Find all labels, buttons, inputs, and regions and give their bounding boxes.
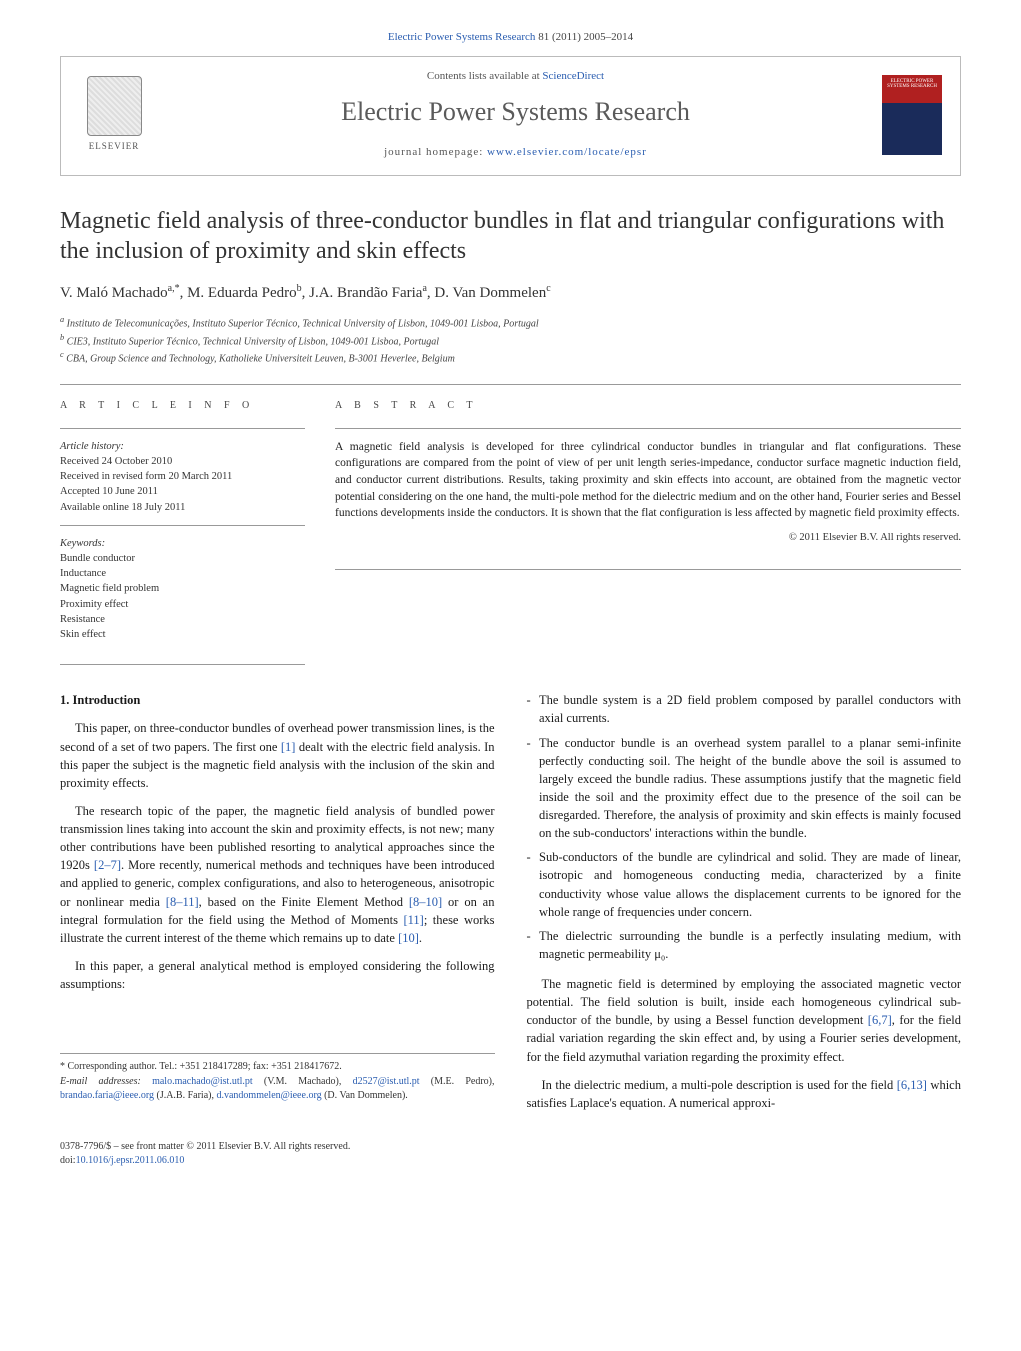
journal-name: Electric Power Systems Research xyxy=(149,93,882,131)
email-1[interactable]: d2527@ist.utl.pt xyxy=(353,1076,420,1087)
sciencedirect-link[interactable]: ScienceDirect xyxy=(542,70,604,82)
article-info-heading: A R T I C L E I N F O xyxy=(60,399,305,414)
para-r-1: In the dielectric medium, a multi-pole d… xyxy=(527,1076,962,1112)
rule-mid xyxy=(60,664,305,665)
citation-ref[interactable]: [1] xyxy=(281,740,296,754)
citation-ref[interactable]: [2–7] xyxy=(94,858,121,872)
elsevier-tree-icon xyxy=(87,76,142,136)
journal-ref-rest: 81 (2011) 2005–2014 xyxy=(538,31,633,43)
page-footer: 0378-7796/$ – see front matter © 2011 El… xyxy=(60,1140,961,1169)
abstract-text: A magnetic field analysis is developed f… xyxy=(335,439,961,522)
affiliation-a: a Instituto de Telecomunicações, Institu… xyxy=(60,314,961,331)
history-0: Received 24 October 2010 xyxy=(60,454,305,469)
history-1: Received in revised form 20 March 2011 xyxy=(60,469,305,484)
citation-ref[interactable]: [6,13] xyxy=(897,1078,927,1092)
keyword-1: Inductance xyxy=(60,566,305,581)
author-0: V. Maló Machadoa,* xyxy=(60,285,180,301)
para-l-0: This paper, on three-conductor bundles o… xyxy=(60,719,495,792)
email-addresses: E-mail addresses: malo.machado@ist.utl.p… xyxy=(60,1075,495,1104)
header-center: Contents lists available at ScienceDirec… xyxy=(149,69,882,161)
info-abstract-row: A R T I C L E I N F O Article history: R… xyxy=(60,399,961,652)
affiliations: a Instituto de Telecomunicações, Institu… xyxy=(60,314,961,366)
section-heading-1: 1. Introduction xyxy=(60,691,495,709)
para-l-1: The research topic of the paper, the mag… xyxy=(60,802,495,947)
homepage-line: journal homepage: www.elsevier.com/locat… xyxy=(149,145,882,161)
citation-ref[interactable]: [8–11] xyxy=(166,895,199,909)
column-left: 1. Introduction This paper, on three-con… xyxy=(60,691,495,1122)
keywords-label: Keywords: xyxy=(60,536,305,551)
footer-doi: doi:10.1016/j.epsr.2011.06.010 xyxy=(60,1154,350,1169)
affiliation-b: b CIE3, Instituto Superior Técnico, Tech… xyxy=(60,332,961,349)
journal-ref-link[interactable]: Electric Power Systems Research xyxy=(388,31,536,43)
cover-thumb-label: ELECTRIC POWER SYSTEMS RESEARCH xyxy=(885,79,939,90)
homepage-link[interactable]: www.elsevier.com/locate/epsr xyxy=(487,146,647,158)
history-3: Available online 18 July 2011 xyxy=(60,500,305,515)
bullet-3: The dielectric surrounding the bundle is… xyxy=(527,927,962,963)
abstract-copyright: © 2011 Elsevier B.V. All rights reserved… xyxy=(335,530,961,545)
bullet-2: Sub-conductors of the bundle are cylindr… xyxy=(527,848,962,921)
body-columns: 1. Introduction This paper, on three-con… xyxy=(60,691,961,1122)
bullet-0: The bundle system is a 2D field problem … xyxy=(527,691,962,727)
abstract-heading: A B S T R A C T xyxy=(335,399,961,414)
journal-reference-line: Electric Power Systems Research 81 (2011… xyxy=(60,30,961,46)
keyword-2: Magnetic field problem xyxy=(60,581,305,596)
affiliation-c: c CBA, Group Science and Technology, Kat… xyxy=(60,349,961,366)
footnotes: * Corresponding author. Tel.: +351 21841… xyxy=(60,1053,495,1104)
keyword-3: Proximity effect xyxy=(60,597,305,612)
authors-line: V. Maló Machadoa,*, M. Eduarda Pedrob, J… xyxy=(60,282,961,305)
doi-link[interactable]: 10.1016/j.epsr.2011.06.010 xyxy=(76,1155,185,1166)
keyword-4: Resistance xyxy=(60,612,305,627)
keyword-0: Bundle conductor xyxy=(60,551,305,566)
citation-ref[interactable]: [8–10] xyxy=(409,895,442,909)
email-3[interactable]: d.vandommelen@ieee.org xyxy=(216,1090,321,1101)
citation-ref[interactable]: [10] xyxy=(398,931,419,945)
abstract: A B S T R A C T A magnetic field analysi… xyxy=(335,399,961,652)
contents-prefix: Contents lists available at xyxy=(427,70,542,82)
author-1: M. Eduarda Pedrob xyxy=(187,285,302,301)
keyword-5: Skin effect xyxy=(60,627,305,642)
abstract-rule-bottom xyxy=(335,569,961,570)
corr-author-note: * Corresponding author. Tel.: +351 21841… xyxy=(60,1060,495,1075)
journal-cover-thumb: ELECTRIC POWER SYSTEMS RESEARCH xyxy=(882,75,942,155)
email-0-who: (V.M. Machado) xyxy=(264,1076,339,1087)
email-3-who: (D. Van Dommelen). xyxy=(324,1090,408,1101)
email-0[interactable]: malo.machado@ist.utl.pt xyxy=(152,1076,253,1087)
email-label: E-mail addresses: xyxy=(60,1076,152,1087)
bullet-1: The conductor bundle is an overhead syst… xyxy=(527,734,962,843)
abstract-rule xyxy=(335,428,961,429)
journal-header-box: ELSEVIER Contents lists available at Sci… xyxy=(60,56,961,176)
history-2: Accepted 10 June 2011 xyxy=(60,484,305,499)
column-right: The bundle system is a 2D field problem … xyxy=(527,691,962,1122)
homepage-prefix: journal homepage: xyxy=(384,146,487,158)
elsevier-label: ELSEVIER xyxy=(89,140,140,153)
para-r-0: The magnetic field is determined by empl… xyxy=(527,975,962,1066)
contents-line: Contents lists available at ScienceDirec… xyxy=(149,69,882,85)
citation-ref[interactable]: [6,7] xyxy=(868,1013,892,1027)
email-2-who: (J.A.B. Faria) xyxy=(156,1090,211,1101)
citation-ref[interactable]: [11] xyxy=(403,913,423,927)
rule-top xyxy=(60,384,961,385)
author-3: D. Van Dommelenc xyxy=(434,285,550,301)
history-block: Article history: Received 24 October 201… xyxy=(60,428,305,515)
email-1-who: (M.E. Pedro) xyxy=(431,1076,492,1087)
elsevier-logo: ELSEVIER xyxy=(79,72,149,157)
footer-left: 0378-7796/$ – see front matter © 2011 El… xyxy=(60,1140,350,1169)
article-info: A R T I C L E I N F O Article history: R… xyxy=(60,399,305,652)
footer-copyright: 0378-7796/$ – see front matter © 2011 El… xyxy=(60,1140,350,1155)
history-label: Article history: xyxy=(60,439,305,454)
email-2[interactable]: brandao.faria@ieee.org xyxy=(60,1090,154,1101)
para-l-2: In this paper, a general analytical meth… xyxy=(60,957,495,993)
keywords-block: Keywords: Bundle conductor Inductance Ma… xyxy=(60,525,305,643)
paper-title: Magnetic field analysis of three-conduct… xyxy=(60,206,961,266)
assumptions-list: The bundle system is a 2D field problem … xyxy=(527,691,962,963)
author-2: J.A. Brandão Fariaa xyxy=(309,285,427,301)
